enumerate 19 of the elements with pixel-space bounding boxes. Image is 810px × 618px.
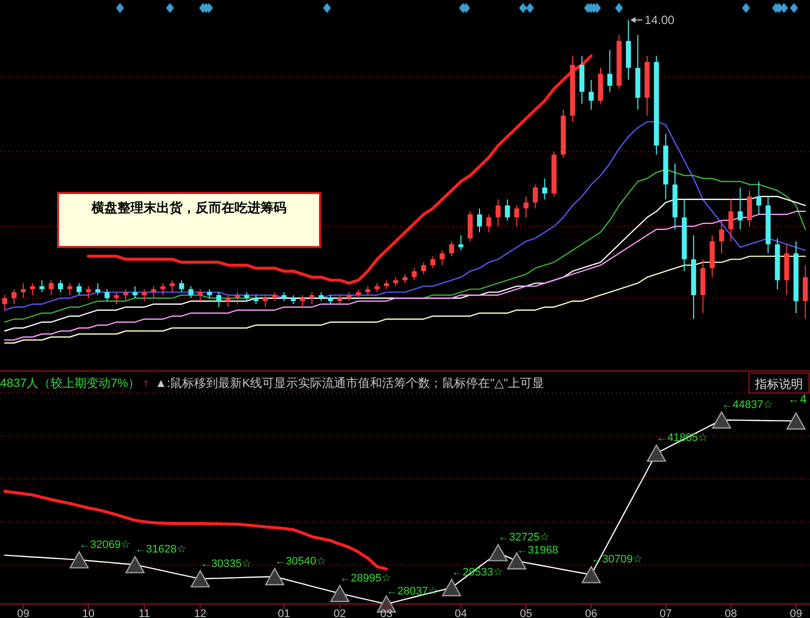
text: ↑ — [143, 376, 149, 390]
x-tick-label: 10 — [82, 608, 95, 618]
annotation: 横盘整理末出货，反而在吃进筹码 — [90, 200, 286, 215]
text: ▲:鼠标移到最新K线可显示实际流通市值和活筹个数；鼠标停在"△"上可显 — [155, 376, 544, 390]
text: 指标说明 — [754, 377, 803, 391]
annotation: 14.00 — [644, 13, 675, 27]
x-tick-label: 09 — [790, 608, 802, 618]
x-tick-label: 04 — [454, 608, 468, 618]
x-tick-label: 02 — [334, 608, 346, 618]
x-tick-label: 11 — [138, 608, 150, 618]
x-tick-label: 07 — [660, 608, 672, 618]
text: 4837人（较上期变动7%） — [0, 376, 140, 390]
x-tick-label: 05 — [520, 608, 532, 618]
x-tick-label: 12 — [194, 608, 206, 618]
text: ←4 — [788, 392, 807, 406]
x-tick-label: 06 — [585, 608, 598, 618]
x-tick-label: 09 — [17, 608, 30, 618]
x-tick-label: 01 — [278, 608, 290, 618]
x-tick-label: 08 — [724, 608, 738, 618]
